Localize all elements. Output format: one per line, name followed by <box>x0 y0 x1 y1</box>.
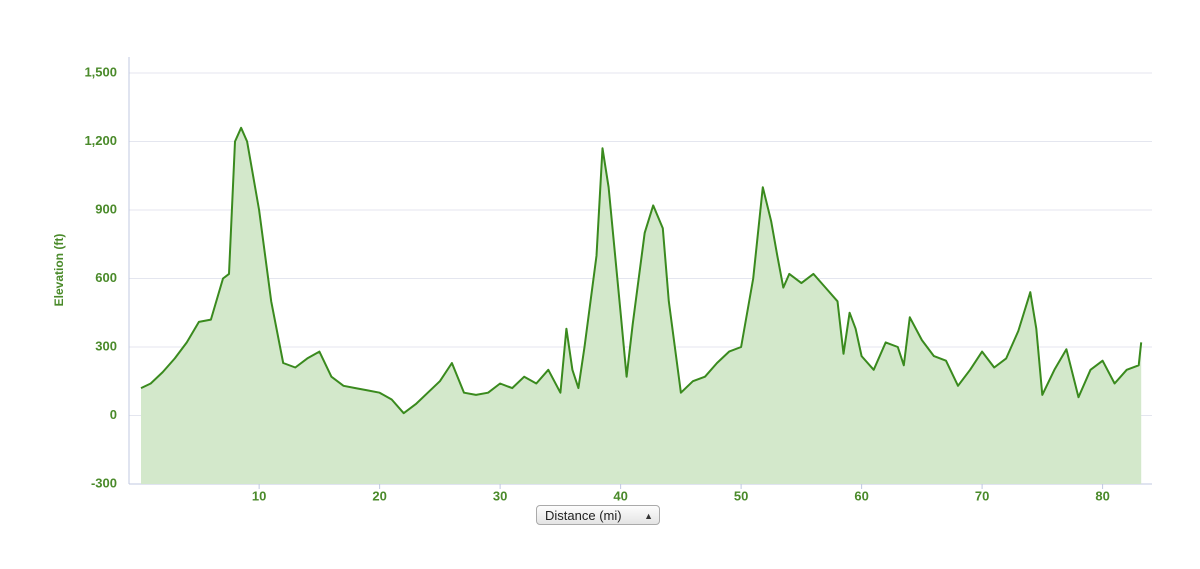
x-tick-label: 10 <box>252 488 266 503</box>
y-axis-title: Elevation (ft) <box>52 234 66 307</box>
x-axis-title: Distance (mi) <box>545 508 622 523</box>
y-tick-label: -300 <box>91 475 117 490</box>
select-arrows: ▲ <box>644 511 653 521</box>
x-tick-label: 50 <box>734 488 748 503</box>
x-axis-unit-select[interactable]: Distance (mi) ▲ <box>536 505 660 525</box>
x-tick-label: 30 <box>493 488 507 503</box>
y-tick-label: 600 <box>95 270 117 285</box>
x-tick-label: 70 <box>975 488 989 503</box>
x-tick-label: 40 <box>613 488 627 503</box>
x-tick-label: 80 <box>1095 488 1109 503</box>
y-tick-label: 300 <box>95 338 117 353</box>
elevation-area <box>141 127 1142 485</box>
y-tick-label: 900 <box>95 201 117 216</box>
elevation-line <box>140 126 1143 415</box>
y-tick-label: 1,200 <box>84 133 117 148</box>
y-tick-label: 0 <box>110 407 117 422</box>
x-tick-label: 60 <box>854 488 868 503</box>
x-tick-label: 20 <box>372 488 386 503</box>
y-tick-label: 1,500 <box>84 64 117 79</box>
